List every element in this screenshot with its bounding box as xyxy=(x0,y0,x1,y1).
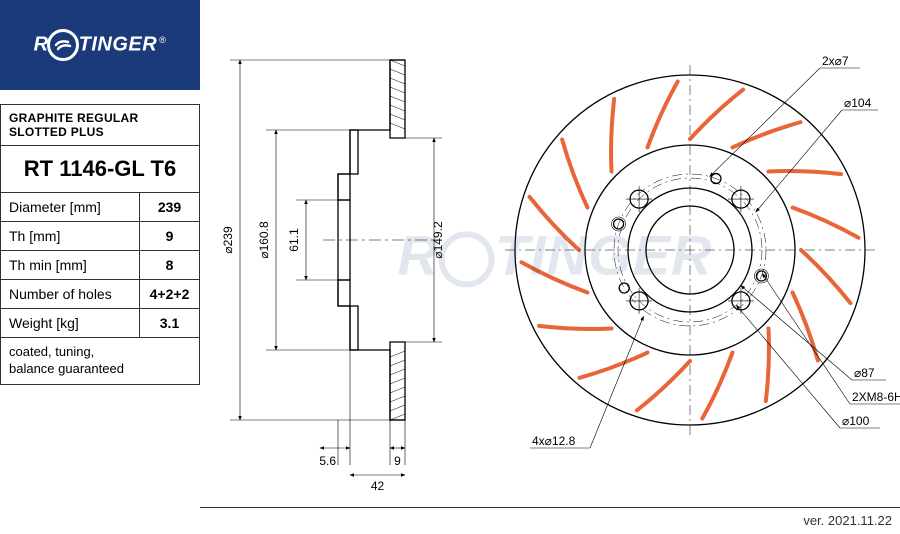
spec-label: Diameter [mm] xyxy=(1,193,140,222)
spec-value: 3.1 xyxy=(140,309,200,338)
spec-label: Number of holes xyxy=(1,280,140,309)
spec-row: Diameter [mm]239 xyxy=(1,193,200,222)
svg-text:⌀100: ⌀100 xyxy=(842,414,870,428)
spec-value: 4+2+2 xyxy=(140,280,200,309)
svg-text:61.1: 61.1 xyxy=(287,228,301,252)
drawing-svg: ⌀239⌀160.861.1⌀149.25.6942 2x⌀7⌀104⌀872X… xyxy=(210,0,900,510)
product-line: GRAPHITE REGULAR SLOTTED PLUS xyxy=(1,105,200,146)
spec-value: 9 xyxy=(140,222,200,251)
spec-row: Number of holes4+2+2 xyxy=(1,280,200,309)
svg-text:9: 9 xyxy=(394,454,401,468)
registered-icon: ® xyxy=(159,35,166,45)
svg-text:⌀87: ⌀87 xyxy=(854,366,875,380)
spec-table: GRAPHITE REGULAR SLOTTED PLUS RT 1146-GL… xyxy=(0,104,200,385)
spec-notes: coated, tuning, balance guaranteed xyxy=(1,338,200,385)
version-label: ver. 2021.11.22 xyxy=(803,513,892,528)
brand-logo: RTINGER® xyxy=(0,0,200,90)
svg-text:2XM8-6H: 2XM8-6H xyxy=(852,390,900,404)
spec-label: Weight [kg] xyxy=(1,309,140,338)
technical-drawing: RTINGER ⌀239⌀160.861.1⌀149.25.6942 2x⌀7⌀… xyxy=(210,0,900,510)
brand-name-2: TINGER xyxy=(79,33,158,55)
spec-label: Th [mm] xyxy=(1,222,140,251)
spec-row: Th [mm]9 xyxy=(1,222,200,251)
svg-text:⌀239: ⌀239 xyxy=(221,226,235,254)
spec-value: 239 xyxy=(140,193,200,222)
svg-text:4x⌀12.8: 4x⌀12.8 xyxy=(532,434,576,448)
divider xyxy=(200,507,900,508)
logo-circle-icon xyxy=(47,29,79,61)
spec-label: Th min [mm] xyxy=(1,251,140,280)
spec-row: Th min [mm]8 xyxy=(1,251,200,280)
spec-value: 8 xyxy=(140,251,200,280)
svg-text:5.6: 5.6 xyxy=(319,454,336,468)
part-number: RT 1146-GL T6 xyxy=(1,146,200,193)
spec-row: Weight [kg]3.1 xyxy=(1,309,200,338)
svg-text:⌀160.8: ⌀160.8 xyxy=(257,221,271,259)
svg-text:⌀104: ⌀104 xyxy=(844,96,872,110)
svg-text:2x⌀7: 2x⌀7 xyxy=(822,54,849,68)
svg-text:42: 42 xyxy=(371,479,385,493)
